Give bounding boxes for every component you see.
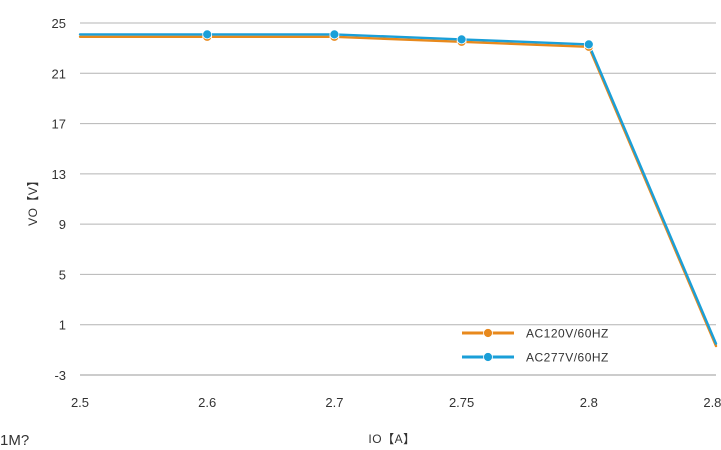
y-axis-label: VO【V】 bbox=[26, 174, 40, 226]
y-tick-label: 13 bbox=[52, 167, 66, 182]
y-tick-labels: -3 1 5 9 13 17 21 25 bbox=[52, 16, 66, 383]
y-tick-label: -3 bbox=[54, 368, 66, 383]
x-tick-label: 2.8 bbox=[580, 395, 598, 410]
stray-text: 1M? bbox=[0, 432, 30, 449]
y-tick-label: 1 bbox=[59, 318, 66, 333]
x-tick-label: 2.85 bbox=[703, 395, 721, 410]
y-tick-label: 21 bbox=[52, 66, 66, 81]
x-tick-label: 2.6 bbox=[198, 395, 216, 410]
legend: AC120V/60HZ AC277V/60HZ bbox=[462, 327, 609, 365]
x-tick-label: 2.75 bbox=[449, 395, 474, 410]
series-line bbox=[78, 33, 718, 345]
legend-swatch-marker bbox=[483, 328, 493, 338]
y-tick-label: 5 bbox=[59, 267, 66, 282]
grid-lines bbox=[80, 22, 716, 376]
x-tick-labels: 2.5 2.6 2.7 2.75 2.8 2.85 bbox=[71, 395, 721, 410]
data-point bbox=[583, 39, 594, 50]
series-lines bbox=[78, 29, 718, 348]
x-tick-label: 2.7 bbox=[325, 395, 343, 410]
data-point bbox=[329, 29, 340, 40]
x-tick-label: 2.5 bbox=[71, 395, 89, 410]
y-tick-label: 9 bbox=[59, 217, 66, 232]
y-tick-label: 25 bbox=[52, 16, 66, 31]
series-line bbox=[78, 35, 718, 348]
y-tick-label: 17 bbox=[52, 117, 66, 132]
data-point bbox=[202, 29, 213, 40]
legend-label: AC120V/60HZ bbox=[526, 327, 609, 341]
x-axis-label: IO【A】 bbox=[368, 432, 415, 446]
legend-label: AC277V/60HZ bbox=[526, 351, 609, 365]
legend-swatch-marker bbox=[483, 352, 493, 362]
data-point bbox=[456, 34, 467, 45]
